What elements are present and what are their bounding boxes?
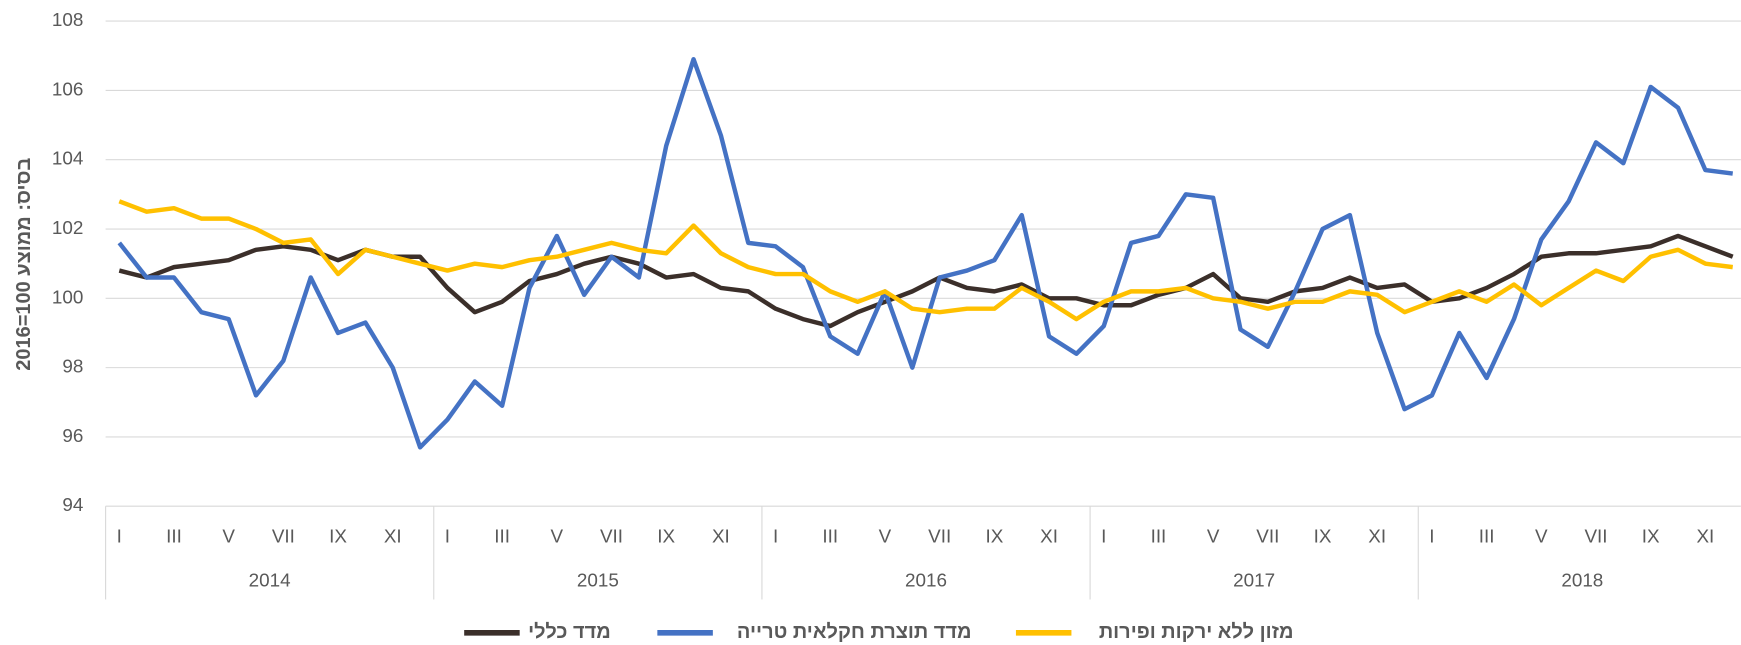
x-tick-label: III (1479, 525, 1495, 546)
y-tick-label: 96 (62, 425, 83, 446)
x-tick-label: V (222, 525, 235, 546)
y-tick-label: 102 (52, 217, 83, 238)
x-group-label: 2014 (249, 570, 291, 591)
x-tick-label: III (494, 525, 510, 546)
x-group-label: 2016 (905, 570, 947, 591)
y-tick-label: 98 (62, 356, 83, 377)
x-group-label: 2015 (577, 570, 619, 591)
x-tick-label: I (117, 525, 122, 546)
x-tick-label: I (445, 525, 450, 546)
x-tick-label: IX (1642, 525, 1660, 546)
x-tick-label: XI (712, 525, 730, 546)
legend-label: מזון ללא ירקות ופירות (1099, 621, 1294, 643)
x-group-label: 2018 (1561, 570, 1603, 591)
legend-label: מדד כללי (528, 621, 611, 643)
x-tick-label: IX (1314, 525, 1332, 546)
x-tick-label: XI (1368, 525, 1386, 546)
y-tick-label: 108 (52, 9, 83, 30)
y-tick-label: 104 (52, 148, 83, 169)
y-tick-label: 94 (62, 494, 83, 515)
x-tick-label: VII (272, 525, 295, 546)
y-tick-label: 100 (52, 286, 83, 307)
x-tick-label: III (166, 525, 182, 546)
x-tick-label: V (1207, 525, 1220, 546)
x-group-label: 2017 (1233, 570, 1275, 591)
x-tick-label: VII (928, 525, 951, 546)
legend-label: מדד תוצרת חקלאית טרייה (737, 621, 972, 643)
x-tick-label: III (822, 525, 838, 546)
x-tick-label: XI (384, 525, 402, 546)
x-tick-label: IX (657, 525, 675, 546)
x-tick-label: VII (1256, 525, 1279, 546)
x-tick-label: V (551, 525, 564, 546)
x-tick-label: IX (329, 525, 347, 546)
x-tick-label: IX (985, 525, 1003, 546)
x-tick-label: I (773, 525, 778, 546)
line-series (118, 199, 1734, 322)
x-tick-label: VII (1584, 525, 1607, 546)
x-tick-label: XI (1696, 525, 1714, 546)
y-axis-label: בסיס: ממוצע 100=2016 (13, 158, 35, 371)
x-tick-label: I (1101, 525, 1106, 546)
x-tick-label: XI (1040, 525, 1058, 546)
x-tick-label: V (1535, 525, 1548, 546)
x-tick-label: VII (600, 525, 623, 546)
y-tick-label: 106 (52, 78, 83, 99)
x-tick-label: V (879, 525, 892, 546)
x-tick-label: III (1151, 525, 1167, 546)
x-tick-label: I (1429, 525, 1434, 546)
line-series (117, 56, 1734, 450)
